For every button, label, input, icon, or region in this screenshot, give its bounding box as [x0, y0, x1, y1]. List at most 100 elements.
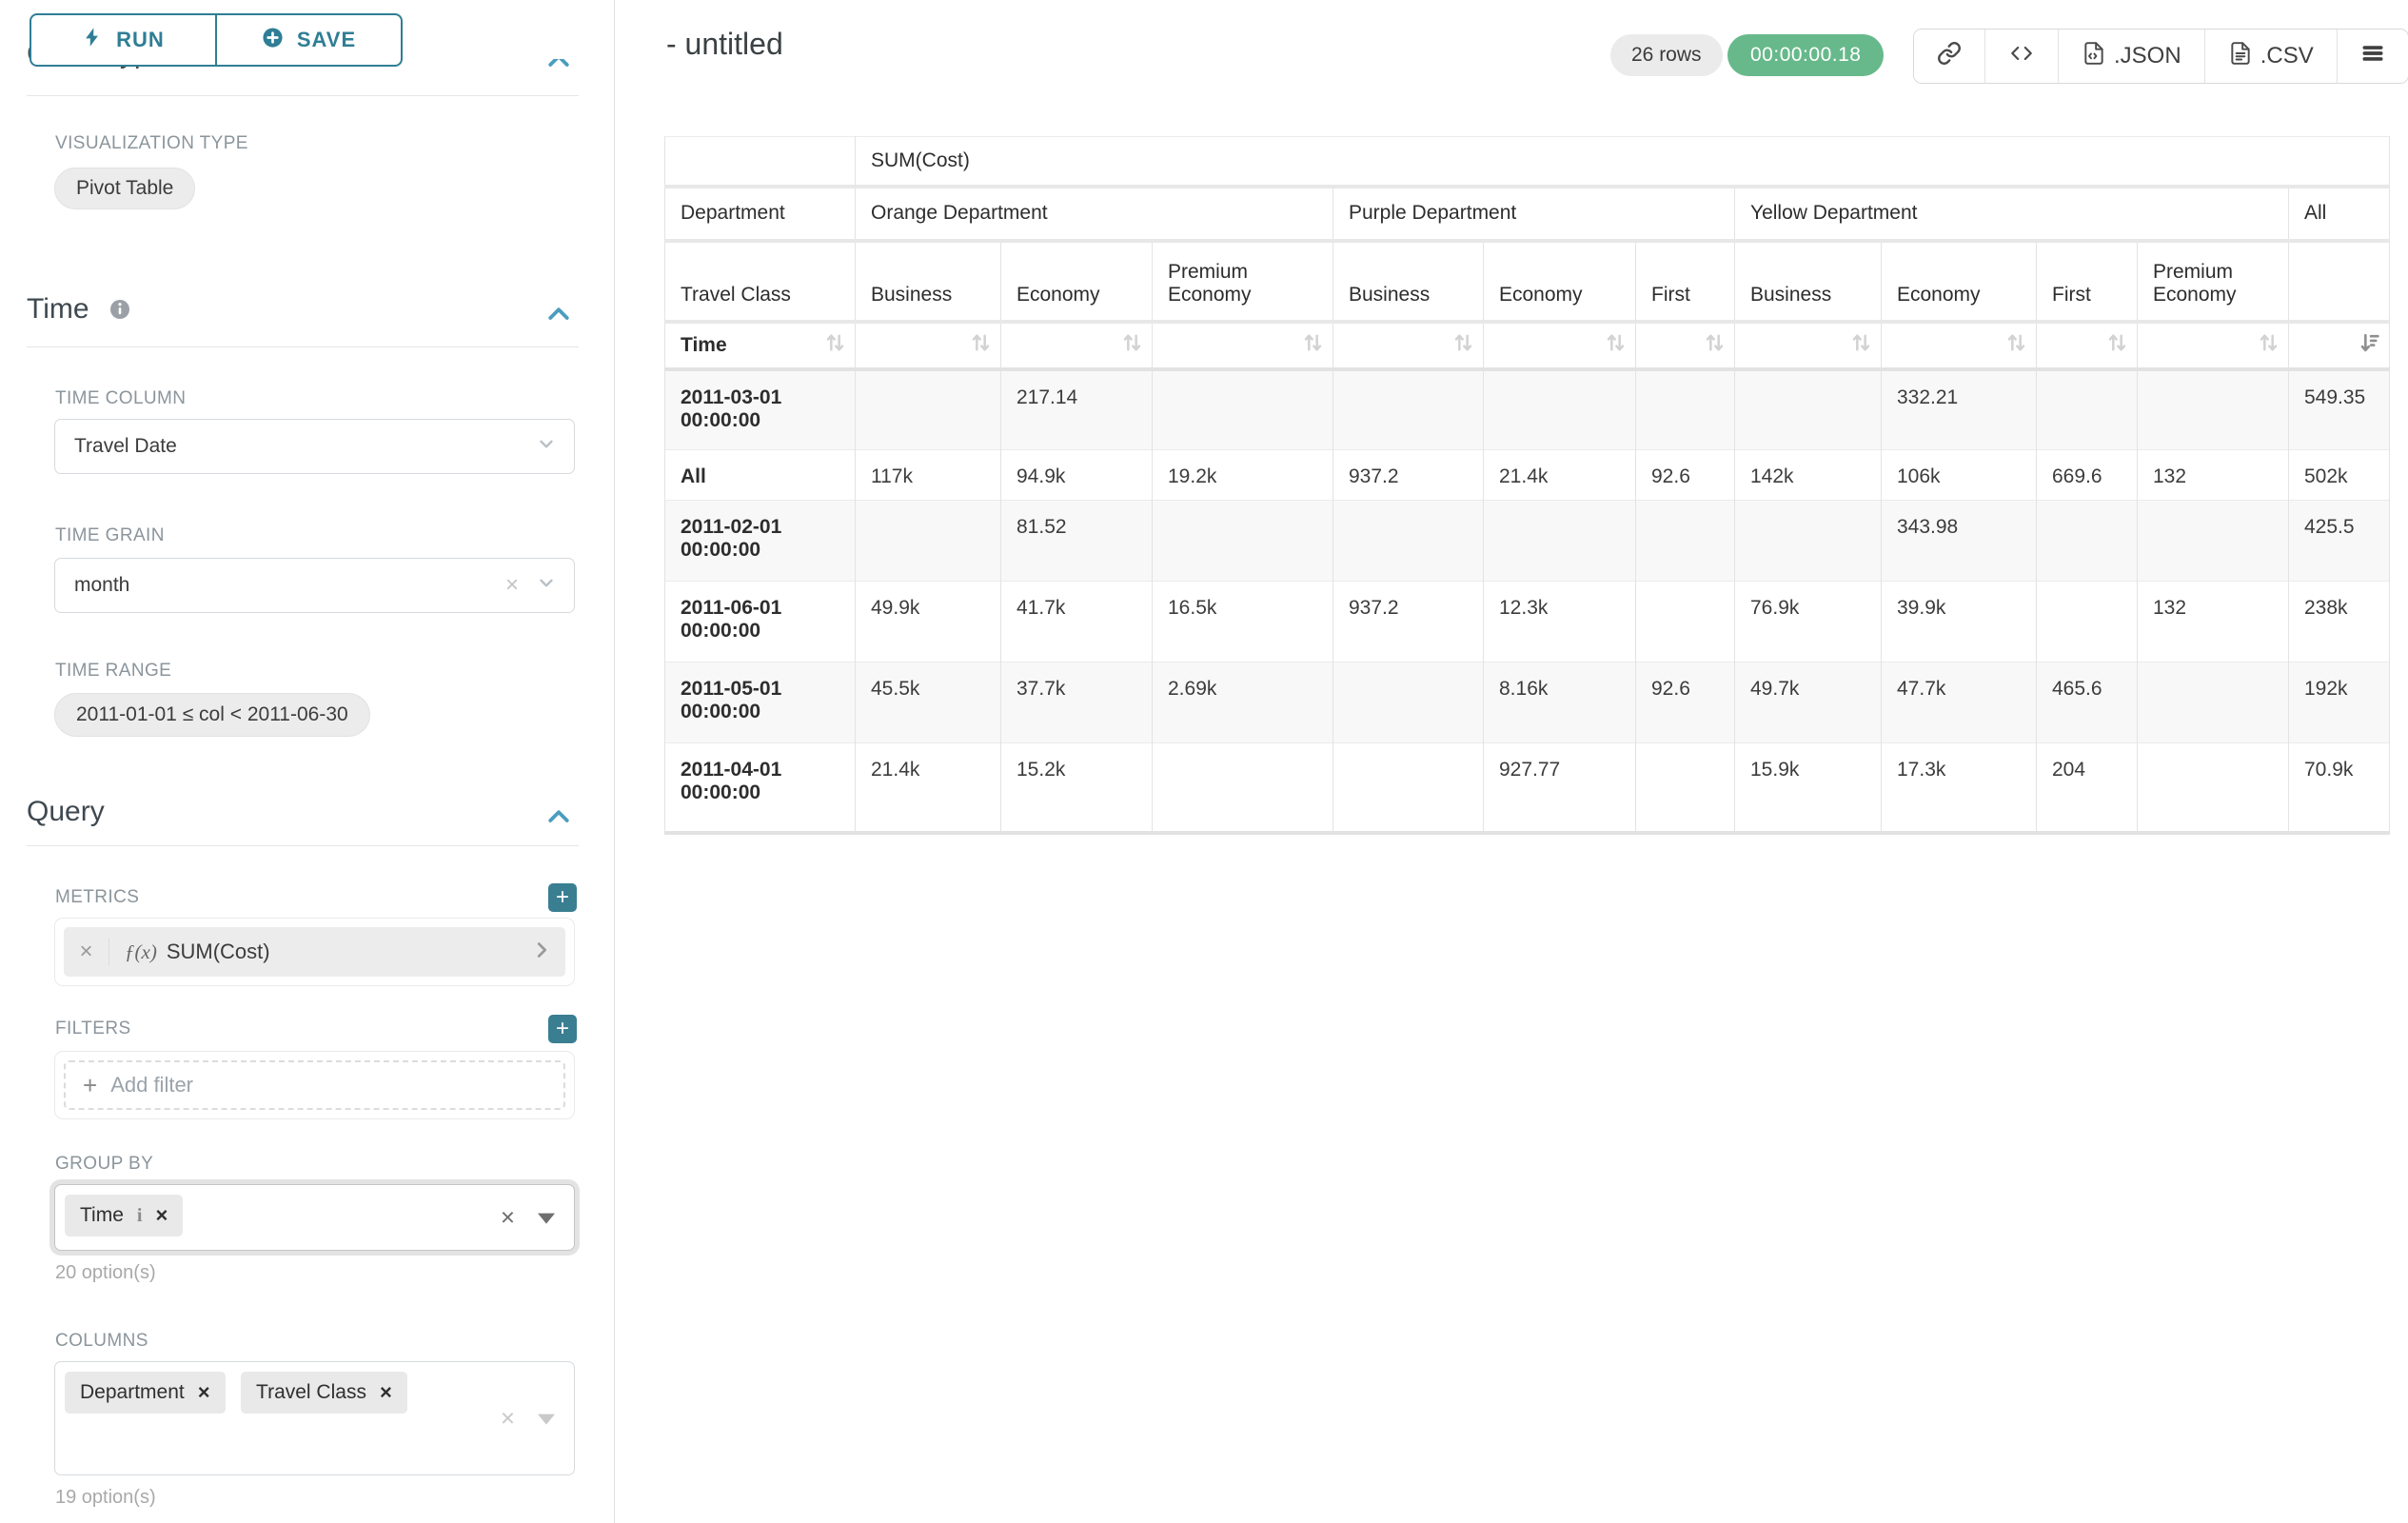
add-filter-plus-button[interactable]: +	[548, 1015, 577, 1043]
chevron-right-icon[interactable]	[531, 940, 552, 965]
query-section-collapse-icon[interactable]	[544, 801, 573, 830]
run-button[interactable]: RUN	[30, 13, 216, 67]
pivot-cell: 16.5k	[1152, 581, 1333, 663]
pivot-cell	[2036, 368, 2138, 450]
viz-type-pill[interactable]: Pivot Table	[54, 168, 196, 209]
add-filter-button[interactable]: + Add filter	[64, 1060, 565, 1110]
sort-column-header[interactable]	[1152, 321, 1333, 369]
sort-icon[interactable]	[1849, 330, 1873, 360]
clear-icon[interactable]: ×	[500, 1202, 515, 1232]
file-json-icon	[2082, 40, 2106, 73]
time-range-pill[interactable]: 2011-01-01 ≤ col < 2011-06-30	[54, 693, 370, 737]
pivot-cell: 465.6	[2036, 662, 2138, 743]
add-filter-label: Add filter	[110, 1073, 194, 1097]
department-axis-label: Department	[664, 186, 856, 241]
metric-header-row: SUM(Cost)	[664, 136, 2391, 187]
time-column-label: TIME COLUMN	[55, 388, 187, 408]
run-save-button-group: RUN SAVE	[30, 13, 403, 67]
chart-type-collapse-icon[interactable]	[544, 59, 575, 70]
plus-circle-icon	[262, 27, 284, 54]
sort-icon[interactable]	[823, 330, 847, 360]
pivot-cell: 81.52	[1000, 500, 1153, 582]
row-label: 2011-05-01 00:00:00	[664, 662, 856, 743]
sort-header-row: Time	[664, 321, 2391, 369]
chevron-down-icon	[536, 434, 557, 460]
sort-icon[interactable]	[2004, 330, 2028, 360]
clear-icon[interactable]: ×	[500, 1403, 515, 1433]
columns-tag-travel-class[interactable]: Travel Class ×	[241, 1372, 407, 1414]
travel-class-header: Premium Economy	[2137, 240, 2289, 322]
time-section-collapse-icon[interactable]	[544, 299, 573, 327]
sort-icon[interactable]	[1451, 330, 1475, 360]
save-button[interactable]: SAVE	[216, 13, 403, 67]
divider	[27, 95, 579, 96]
sort-icon[interactable]	[2257, 330, 2280, 360]
time-column-select[interactable]: Travel Date	[54, 419, 575, 474]
info-icon[interactable]: i	[136, 1204, 143, 1226]
menu-button[interactable]	[2337, 30, 2408, 83]
sort-icon[interactable]	[1301, 330, 1325, 360]
sort-icon[interactable]	[1604, 330, 1628, 360]
sort-icon[interactable]	[1120, 330, 1144, 360]
export-csv-button[interactable]: .CSV	[2204, 30, 2338, 83]
travel-class-header: Premium Economy	[1152, 240, 1333, 322]
remove-tag-icon[interactable]: ×	[379, 1380, 392, 1404]
pivot-cell: 41.7k	[1000, 581, 1153, 663]
remove-tag-icon[interactable]: ×	[197, 1380, 210, 1404]
caret-down-icon	[538, 1414, 555, 1425]
sort-column-header[interactable]	[1734, 321, 1882, 369]
row-label: 2011-04-01 00:00:00	[664, 742, 856, 833]
sort-icon[interactable]	[969, 330, 993, 360]
chart-title[interactable]: - untitled	[666, 27, 783, 61]
json-button-label: .JSON	[2114, 43, 2181, 69]
pivot-cell: 70.9k	[2287, 742, 2391, 833]
row-label: 2011-03-01 00:00:00	[664, 368, 856, 450]
pivot-cell: 21.4k	[855, 742, 1001, 833]
row-label: 2011-02-01 00:00:00	[664, 500, 856, 582]
sort-column-header[interactable]	[1881, 321, 2037, 369]
metric-pill[interactable]: × ƒ(x) SUM(Cost)	[64, 927, 565, 977]
sort-column-header[interactable]	[2287, 321, 2391, 369]
pivot-cell: 549.35	[2287, 368, 2391, 450]
bolt-icon	[82, 27, 103, 53]
columns-tag-department[interactable]: Department ×	[65, 1372, 226, 1414]
pivot-cell	[1332, 662, 1484, 743]
sort-column-header[interactable]	[2137, 321, 2289, 369]
time-sort-header[interactable]: Time	[664, 321, 856, 369]
pivot-cell: 76.9k	[1734, 581, 1882, 663]
time-grain-select[interactable]: month ×	[54, 558, 575, 613]
sort-column-header[interactable]	[1635, 321, 1735, 369]
row-count-badge: 26 rows	[1610, 34, 1723, 76]
time-grain-label: TIME GRAIN	[55, 525, 165, 545]
add-metric-button[interactable]: +	[548, 883, 577, 912]
sort-icon[interactable]	[2358, 330, 2381, 360]
group-by-tag-time[interactable]: Time i ×	[65, 1195, 184, 1236]
clear-icon[interactable]: ×	[504, 572, 519, 598]
department-header-row: Department Orange Department Purple Depar…	[664, 186, 2391, 241]
remove-tag-icon[interactable]: ×	[155, 1203, 168, 1227]
pivot-cell	[855, 368, 1001, 450]
sort-icon[interactable]	[2105, 330, 2129, 360]
pivot-data-row: 2011-04-01 00:00:00 21.4k 15.2k 927.77 15.9k…	[664, 742, 2391, 833]
sort-column-header[interactable]	[2036, 321, 2138, 369]
divider	[27, 346, 579, 347]
export-json-button[interactable]: .JSON	[2059, 30, 2205, 83]
export-button-group: .JSON .CSV	[1913, 29, 2408, 84]
pivot-cell: 15.2k	[1000, 742, 1153, 833]
travel-class-header: Economy	[1483, 240, 1636, 322]
pivot-cell: 132	[2137, 449, 2289, 501]
remove-metric-icon[interactable]: ×	[64, 939, 109, 965]
view-query-button[interactable]	[1985, 30, 2059, 83]
group-by-select[interactable]: Time i × ×	[54, 1184, 575, 1251]
sort-column-header[interactable]	[855, 321, 1001, 369]
short-link-button[interactable]	[1914, 30, 1985, 83]
pivot-cell: 217.14	[1000, 368, 1153, 450]
sort-column-header[interactable]	[1483, 321, 1636, 369]
sort-column-header[interactable]	[1000, 321, 1153, 369]
info-icon[interactable]	[109, 296, 131, 328]
columns-select[interactable]: Department × Travel Class × ×	[54, 1361, 575, 1475]
sort-column-header[interactable]	[1332, 321, 1484, 369]
sort-icon[interactable]	[1703, 330, 1727, 360]
code-icon	[2008, 41, 2035, 72]
pivot-cell: 132	[2137, 581, 2289, 663]
